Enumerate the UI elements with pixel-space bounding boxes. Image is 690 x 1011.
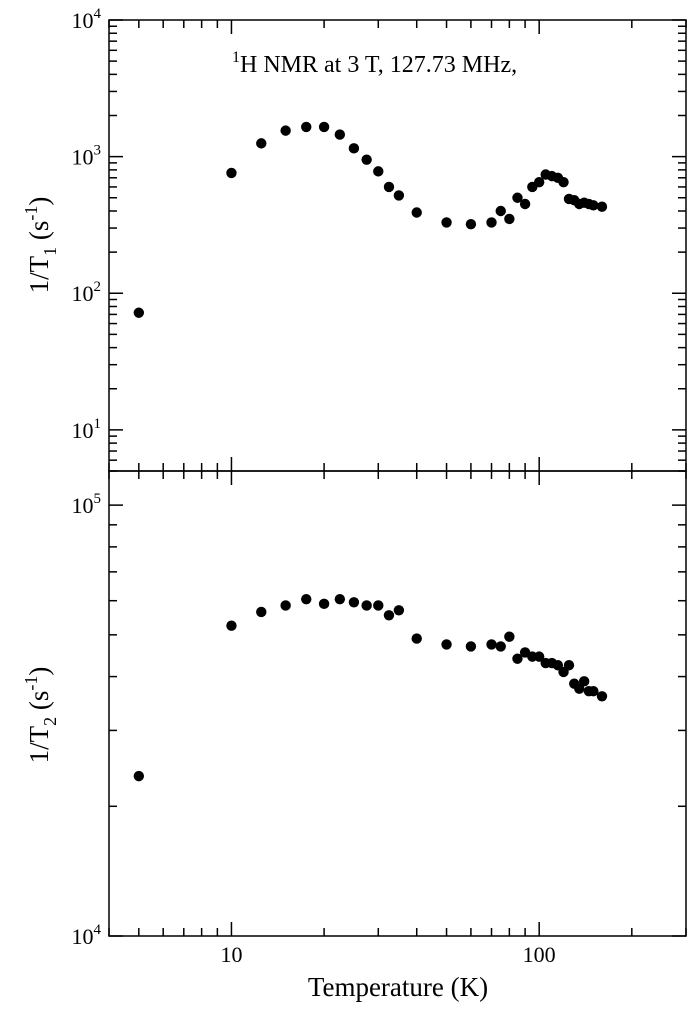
bottom-data-point — [495, 641, 506, 652]
annotation-text: 1H NMR at 3 T, 127.73 MHz, — [232, 49, 517, 78]
annotation-main: H NMR at 3 T, 127.73 MHz, — [240, 52, 517, 78]
bottom-data-point — [318, 598, 330, 610]
bottom-data-point — [486, 639, 497, 650]
bottom-ylabel-close: ) — [24, 667, 54, 676]
bottom-data-point — [133, 770, 145, 782]
top-data-point — [383, 181, 395, 193]
bottom-data-point — [383, 610, 395, 621]
top-data-point — [226, 167, 237, 179]
top-data-point — [512, 192, 523, 203]
bottom-ylabel-open: (s — [24, 691, 54, 717]
bottom-data-point — [280, 600, 291, 611]
bottom-ylabel: 1/T2 (s-1) — [21, 667, 60, 764]
xlabel: Temperature (K) — [308, 972, 488, 1002]
top-data-point — [348, 143, 360, 154]
bottom-data-point — [411, 633, 422, 644]
top-y-tick-label: 102 — [72, 279, 102, 306]
bottom-data-point — [301, 593, 312, 605]
bottom-data-point — [465, 641, 477, 652]
top-ylabel-base: 1/T — [24, 255, 54, 293]
annotation-superscript: 1 — [232, 49, 240, 66]
bottom-data-point — [393, 605, 405, 616]
bottom-data-point — [348, 597, 360, 608]
top-data-point — [504, 213, 515, 225]
bottom-data-point — [504, 631, 515, 642]
top-panel-ticks — [108, 19, 687, 472]
bottom-data-point — [361, 600, 372, 611]
bottom-data-point — [578, 676, 590, 687]
bottom-ylabel-base: 1/T — [24, 725, 54, 763]
top-data-point — [533, 176, 545, 188]
top-ylabel-open: (s — [24, 221, 54, 247]
top-data-point — [280, 125, 291, 136]
top-ylabel-close: ) — [24, 197, 54, 206]
top-data-point — [411, 207, 422, 218]
top-data-point — [318, 121, 330, 133]
bottom-y-tick-label: 104 — [72, 922, 102, 949]
bottom-ylabel-sup: -1 — [21, 676, 41, 691]
top-data-point — [334, 129, 346, 140]
top-data-point — [558, 176, 569, 188]
bottom-ylabel-sub: 2 — [40, 717, 60, 726]
bottom-y-tick-label: 105 — [72, 491, 102, 518]
top-data-point — [256, 138, 267, 149]
top-ylabel-sup: -1 — [21, 206, 41, 221]
top-ylabel: 1/T1 (s-1) — [21, 197, 60, 294]
top-ylabel-sub: 1 — [40, 247, 60, 256]
top-data-point — [486, 217, 497, 228]
top-data-point — [596, 201, 608, 212]
top-data-point — [588, 200, 599, 211]
top-y-tick-label: 101 — [72, 416, 102, 443]
bottom-panel-frame — [108, 470, 687, 937]
top-data-point — [495, 205, 506, 217]
top-data-point — [373, 166, 384, 177]
top-data-point — [465, 219, 477, 230]
bottom-panel-series — [133, 593, 608, 782]
bottom-data-point — [226, 620, 237, 631]
bottom-data-point — [441, 639, 452, 650]
top-y-tick-label: 104 — [72, 6, 102, 33]
x-tick-label: 100 — [523, 942, 556, 967]
top-data-point — [441, 217, 452, 228]
top-data-point — [133, 307, 145, 318]
top-data-point — [361, 154, 372, 165]
bottom-data-point — [533, 651, 545, 662]
top-data-point — [393, 190, 405, 201]
bottom-data-point — [563, 660, 575, 671]
top-panel-frame — [108, 19, 687, 472]
x-tick-label: 10 — [220, 942, 242, 967]
top-data-point — [519, 198, 531, 210]
bottom-data-point — [588, 685, 599, 697]
top-panel-series — [133, 121, 608, 318]
top-data-point — [301, 121, 312, 133]
bottom-data-point — [512, 653, 523, 664]
bottom-data-point — [574, 683, 585, 694]
bottom-data-point — [334, 593, 346, 605]
tick-labels: 101 102 103 104 104 105 10 100 — [72, 6, 556, 967]
bottom-data-point — [373, 600, 384, 611]
bottom-panel-ticks — [108, 471, 687, 937]
top-y-tick-label: 103 — [72, 143, 102, 170]
bottom-data-point — [596, 691, 608, 702]
bottom-data-point — [256, 606, 267, 618]
